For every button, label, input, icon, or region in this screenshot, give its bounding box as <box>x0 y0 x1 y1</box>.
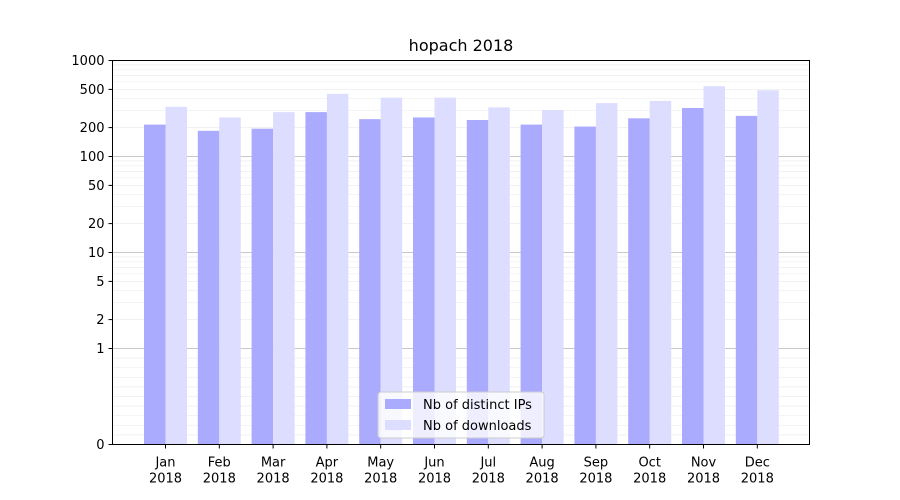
y-tick-label: 1000 <box>71 54 104 69</box>
x-tick-label: Jun 2018 <box>418 456 451 487</box>
legend-swatch-downloads <box>385 420 411 430</box>
bar-downloads-jun <box>434 97 456 445</box>
bar-distinct-ips-dec <box>735 115 758 445</box>
y-tick-label: 200 <box>80 121 105 136</box>
chart-title: hopach 2018 <box>409 36 514 55</box>
bar-downloads-mar <box>273 112 295 445</box>
x-tick-label: May 2018 <box>364 456 397 487</box>
x-tick-label: Oct 2018 <box>633 456 666 487</box>
bars <box>144 86 779 445</box>
x-tick-label: Sep 2018 <box>579 456 612 487</box>
x-axis: Jan 2018 Feb 2018 Mar 2018 Apr 2018 May 2018 Jun 20… <box>149 444 774 487</box>
y-tick-label: 2 <box>96 313 104 328</box>
legend-box <box>377 391 545 439</box>
y-tick-label: 10 <box>88 246 105 261</box>
bar-distinct-ips-may <box>359 119 381 445</box>
bar-downloads-sep <box>595 103 618 445</box>
bar-downloads-nov <box>703 86 725 445</box>
x-tick-label: Feb 2018 <box>203 456 236 487</box>
x-tick-label: Nov 2018 <box>687 456 720 487</box>
bar-downloads-jan <box>165 106 187 445</box>
x-tick-label: Aug 2018 <box>526 456 559 487</box>
bar-downloads-aug <box>542 110 564 445</box>
bar-downloads-apr <box>326 93 349 445</box>
legend-label-downloads: Nb of downloads <box>423 419 532 434</box>
legend-label-distinct-ips: Nb of distinct IPs <box>423 398 532 413</box>
bar-distinct-ips-feb <box>197 130 220 445</box>
bar-distinct-ips-mar <box>251 128 274 445</box>
y-tick-label: 1 <box>96 342 104 357</box>
y-tick-label: 20 <box>88 217 105 232</box>
x-tick-label: Mar 2018 <box>257 456 290 487</box>
bar-distinct-ips-nov <box>682 108 704 445</box>
bar-downloads-oct <box>649 100 672 445</box>
y-axis: 0 1 2 5 10 20 50 100 200 500 1000 <box>71 54 113 453</box>
x-tick-label: Jan 2018 <box>149 456 182 487</box>
x-tick-label: Dec 2018 <box>741 456 774 487</box>
y-tick-label: 500 <box>80 83 105 98</box>
y-tick-label: 50 <box>88 179 105 194</box>
bar-distinct-ips-jul <box>466 119 489 445</box>
bar-distinct-ips-jan <box>144 124 166 445</box>
legend-swatch-distinct-ips <box>385 399 411 409</box>
bar-distinct-ips-apr <box>305 112 327 445</box>
bar-distinct-ips-sep <box>574 126 596 445</box>
bar-downloads-dec <box>757 90 779 445</box>
bar-distinct-ips-oct <box>628 118 650 445</box>
bar-downloads-may <box>380 97 403 445</box>
y-tick-label: 100 <box>80 150 105 165</box>
bar-distinct-ips-aug <box>520 124 543 445</box>
x-tick-label: Jul 2018 <box>472 456 505 487</box>
bar-distinct-ips-jun <box>413 117 435 445</box>
legend: Nb of distinct IPs Nb of downloads <box>377 391 545 439</box>
bar-downloads-feb <box>219 117 241 445</box>
y-tick-label: 5 <box>96 275 104 290</box>
x-tick-label: Apr 2018 <box>310 456 343 487</box>
y-tick-label: 0 <box>96 438 104 453</box>
bar-downloads-jul <box>488 107 510 445</box>
